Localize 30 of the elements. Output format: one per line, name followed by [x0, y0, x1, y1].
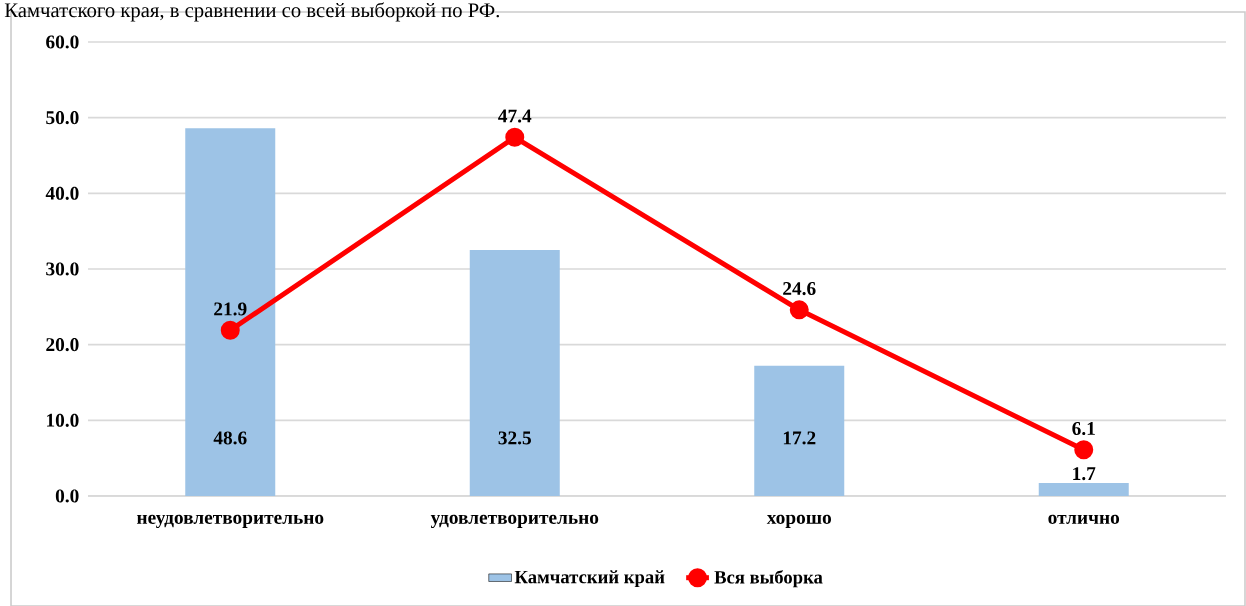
bar	[754, 365, 845, 496]
data-label: 32.5	[498, 431, 531, 445]
legend-label: Вся выборка	[714, 570, 823, 588]
bar	[185, 128, 276, 496]
legend-label: Камчатский край	[514, 570, 665, 588]
text: Камчатского края, в сравнении со всей выборкой по РФ.	[4, 2, 499, 22]
y-tick-label: 20.0	[46, 338, 79, 352]
y-tick-label: 40.0	[45, 186, 79, 200]
y-tick-label: 50.0	[46, 111, 79, 125]
y-tick-label: 30.0	[46, 262, 79, 276]
point	[220, 320, 240, 340]
y-tick-label: 0.0	[55, 489, 79, 503]
data-label: 6.1	[1072, 422, 1095, 436]
x-tick-label: хорошо	[766, 514, 832, 528]
data-label: 48.6	[213, 431, 247, 445]
data-label: 47.4	[498, 109, 532, 123]
point	[505, 127, 525, 147]
x-tick-label: отлично	[1048, 514, 1120, 524]
x-tick-label: неудовлетворительно	[136, 514, 324, 528]
point	[789, 300, 809, 320]
bar	[469, 250, 560, 496]
data-label: 24.6	[783, 282, 816, 296]
point	[1074, 440, 1094, 460]
y-tick-label: 60.0	[46, 35, 79, 49]
y-tick-label: 10.0	[47, 413, 79, 427]
data-label: 1.7	[1073, 467, 1096, 481]
data-label: 17.2	[783, 431, 816, 445]
x-tick-label: удовлетворительно	[430, 514, 599, 528]
bar	[1038, 483, 1129, 496]
data-label: 21.9	[214, 302, 247, 316]
